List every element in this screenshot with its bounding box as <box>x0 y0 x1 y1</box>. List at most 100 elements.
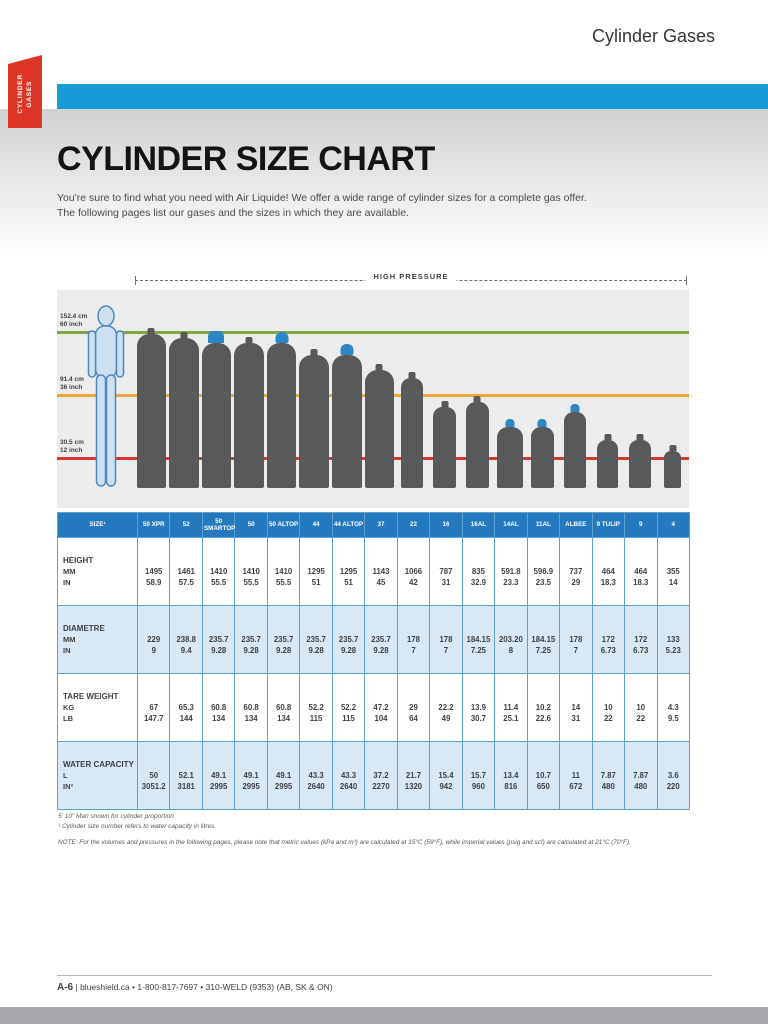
cylinder-valve <box>245 336 253 343</box>
data-value: 45 <box>376 578 386 587</box>
data-value: 22 <box>603 714 613 723</box>
cylinder-valve <box>147 327 155 334</box>
cylinder-valve <box>180 331 188 338</box>
size-table: SIZE¹ 50 XPR 52 50 SMARTOP 50 50 ALTOP 44 44 AL… <box>57 512 690 810</box>
ribbon-word-2: GASES <box>26 80 33 107</box>
data-value: 3.6 <box>667 771 679 780</box>
cylinder-valve <box>473 395 481 402</box>
data-value: 65.3 <box>178 703 194 712</box>
data-value: 220 <box>666 782 680 791</box>
data-value: 203.20 <box>498 635 523 644</box>
data-cell: 172 6.73 <box>624 605 658 674</box>
data-value: 2640 <box>307 782 325 791</box>
cylinder-14al <box>496 419 523 488</box>
column-header-16al: 16AL <box>461 512 496 538</box>
footnotes: 5' 10" Man shown for cylinder proportion… <box>58 812 216 831</box>
row-group-label: DIAMETRE MM IN <box>57 605 138 674</box>
data-value: 18.3 <box>633 578 649 587</box>
column-header-37: 37 <box>364 512 398 538</box>
group-name: WATER CAPACITY <box>63 760 134 769</box>
ribbon-word-1: CYLINDER <box>17 73 24 114</box>
data-cell: 15.7 960 <box>461 741 496 810</box>
data-value: 29 <box>409 703 418 712</box>
data-value: 15.7 <box>470 771 487 780</box>
data-value: 13.9 <box>470 703 487 712</box>
data-value: 1410 <box>274 567 293 576</box>
data-cell: 787 31 <box>429 537 463 606</box>
data-cell: 1495 58.9 <box>136 537 171 606</box>
data-value: 1295 <box>307 567 325 576</box>
cylinder-cap-small <box>570 404 580 413</box>
data-value: 57.5 <box>178 578 194 587</box>
data-cell: 464 18.3 <box>624 537 658 606</box>
data-cell: 43.3 2640 <box>299 741 333 810</box>
data-value: 7 <box>573 646 578 655</box>
data-cell: 50 3051.2 <box>136 741 171 810</box>
data-cell: 184.15 7.25 <box>526 605 561 674</box>
data-value: 2995 <box>274 782 293 791</box>
data-value: 21.7 <box>405 771 422 780</box>
column-header-albee: ALBEE <box>559 512 593 538</box>
data-cell: 43.3 2640 <box>331 741 366 810</box>
data-value: 42 <box>409 578 418 587</box>
data-cell: 178 7 <box>559 605 593 674</box>
data-value: 184.15 <box>466 635 491 644</box>
cylinder-valve <box>375 364 383 371</box>
data-value: 464 <box>634 567 648 576</box>
data-value: 60.8 <box>211 703 227 712</box>
data-value: 2995 <box>242 782 260 791</box>
data-value: 52.2 <box>340 703 357 712</box>
data-value: 14 <box>668 578 678 587</box>
data-value: 10.7 <box>535 771 551 780</box>
data-value: 43.3 <box>308 771 324 780</box>
data-cell: 184.15 7.25 <box>461 605 496 674</box>
cylinder-valve <box>441 400 449 407</box>
data-cell: 1066 42 <box>396 537 431 606</box>
data-value: 960 <box>471 782 485 791</box>
footer-contact: | blueshield.ca • 1-800-817-7697 • 310-W… <box>75 982 333 992</box>
data-cell: 1410 55.5 <box>201 537 236 606</box>
data-value: 3181 <box>177 782 195 791</box>
footnote-man: 5' 10" Man shown for cylinder proportion <box>58 813 174 820</box>
cylinder-albee <box>563 404 587 488</box>
high-pressure-label: HIGH PRESSURE <box>365 272 457 281</box>
data-cell: 14 31 <box>559 673 593 742</box>
data-value: 31 <box>441 578 451 587</box>
data-cell: 4.3 9.5 <box>656 673 690 742</box>
page-header-title: Cylinder Gases <box>591 26 715 46</box>
data-value: 22 <box>636 714 646 723</box>
data-value: 235.7 <box>273 635 294 644</box>
data-value: 64 <box>409 714 418 723</box>
cylinder-size-diagram: HIGH PRESSURE 152.4 cm 60 inch 91.4 cm 36 i… <box>57 266 689 508</box>
data-value: 51 <box>311 578 321 587</box>
data-cell: 835 32.9 <box>461 537 496 606</box>
data-cell: 49.1 2995 <box>266 741 301 810</box>
cylinder-cap-smartop <box>208 330 225 343</box>
unit-label: KG <box>63 703 75 712</box>
cylinder-50 <box>234 336 264 488</box>
data-value: 11 <box>571 771 580 780</box>
data-value: 51 <box>344 578 353 587</box>
cylinder-cap-small <box>537 418 547 427</box>
data-value: 235.7 <box>306 635 326 644</box>
data-cell: 464 18.3 <box>591 537 626 606</box>
cylinder-9-tulip <box>596 434 619 488</box>
data-cell: 7.87 480 <box>591 741 626 810</box>
column-header-16: 16 <box>429 512 463 538</box>
data-value: 49.1 <box>276 771 292 780</box>
unit-label: IN <box>63 578 71 587</box>
data-value: 1410 <box>242 567 260 576</box>
data-cell: 203.20 8 <box>494 605 528 674</box>
data-cell: 355 14 <box>656 537 690 606</box>
data-value: 7.25 <box>470 646 487 655</box>
data-cell: 235.7 9.28 <box>266 605 301 674</box>
data-cell: 60.8 134 <box>266 673 301 742</box>
data-value: 6.73 <box>633 646 649 655</box>
data-value: 55.5 <box>211 578 227 587</box>
data-value: 58.9 <box>146 578 162 587</box>
footer-page-number: A-6 <box>57 982 74 993</box>
data-cell: 67 147.7 <box>136 673 171 742</box>
data-cell: 235.7 9.28 <box>201 605 236 674</box>
data-value: 30.7 <box>470 714 487 723</box>
cylinder-valve <box>669 445 677 452</box>
